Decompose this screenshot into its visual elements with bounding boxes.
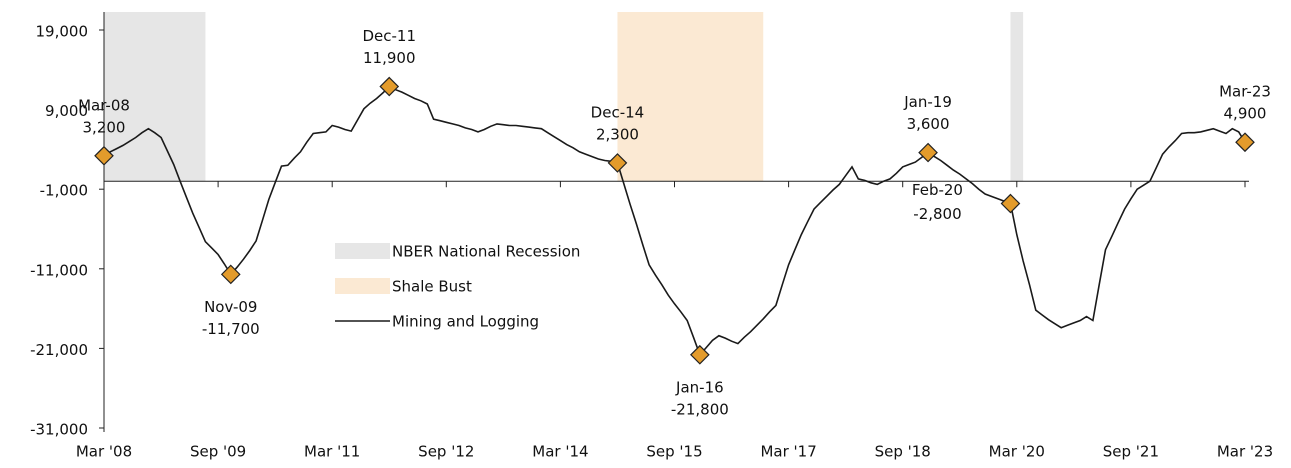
annotation-label: Dec-11: [362, 27, 416, 45]
annotation-marker: [94, 145, 114, 166]
annotation-label: Jan-19: [903, 93, 952, 111]
shade-band: [617, 12, 764, 182]
legend-label: Mining and Logging: [392, 313, 539, 331]
x-tick-label: Mar '20: [989, 443, 1045, 461]
annotation-label: Mar-08: [78, 96, 130, 114]
y-tick-label: -31,000: [30, 421, 88, 439]
shade-band: [1010, 12, 1024, 182]
legend-swatch: [335, 243, 390, 259]
y-tick-label: -21,000: [30, 341, 88, 359]
shade-band: [104, 12, 206, 182]
x-tick-label: Mar '14: [532, 443, 588, 461]
annotation-marker: [607, 153, 628, 173]
legend-swatch: [335, 278, 390, 294]
annotation-marker: [1235, 132, 1255, 153]
annotation-value: 4,900: [1224, 105, 1267, 123]
y-tick-label: -1,000: [40, 182, 88, 200]
annotation-value: -21,800: [671, 400, 729, 418]
annotation-value: 2,300: [596, 125, 639, 143]
annotation-label: Feb-20: [912, 181, 963, 199]
annotation-label: Mar-23: [1219, 83, 1271, 101]
data-line: [103, 85, 1246, 357]
annotation-label: Dec-14: [591, 103, 645, 121]
x-tick-label: Sep '12: [418, 443, 474, 461]
annotation-marker: [220, 264, 241, 285]
annotation-label: Nov-09: [204, 298, 257, 316]
annotation-value: 3,200: [83, 118, 126, 136]
legend-label: NBER National Recession: [392, 243, 580, 261]
y-tick-label: 19,000: [36, 23, 89, 41]
annotation-label: Jan-16: [675, 378, 724, 396]
legend-label: Shale Bust: [392, 278, 472, 296]
x-tick-label: Mar '11: [304, 443, 360, 461]
y-tick-label: -11,000: [30, 261, 88, 279]
x-tick-label: Mar '17: [760, 443, 816, 461]
y-tick-label: 9,000: [45, 102, 88, 120]
annotation-marker: [379, 76, 400, 97]
x-tick-label: Sep '21: [1103, 443, 1159, 461]
annotation-marker: [918, 142, 938, 163]
x-tick-label: Sep '18: [875, 443, 931, 461]
annotation-marker: [690, 344, 710, 365]
annotation-value: 3,600: [907, 115, 950, 133]
annotation-value: -11,700: [202, 320, 260, 338]
x-tick-label: Mar '23: [1217, 443, 1273, 461]
x-tick-label: Mar '08: [76, 443, 132, 461]
annotation-marker: [1000, 193, 1021, 214]
x-tick-label: Sep '09: [190, 443, 246, 461]
x-tick-label: Sep '15: [646, 443, 702, 461]
annotation-value: 11,900: [363, 49, 416, 67]
annotation-value: -2,800: [913, 205, 961, 223]
